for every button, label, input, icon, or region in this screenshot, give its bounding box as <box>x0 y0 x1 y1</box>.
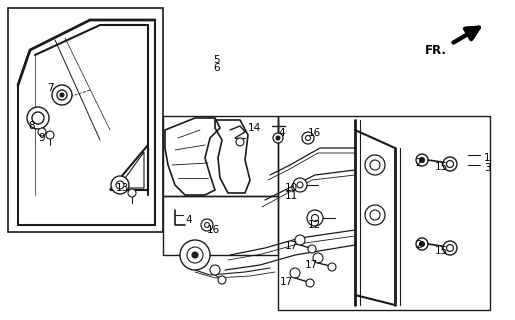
Circle shape <box>295 235 305 245</box>
Text: 9: 9 <box>38 133 45 143</box>
Circle shape <box>370 210 380 220</box>
Circle shape <box>38 128 46 136</box>
Bar <box>163 196 278 255</box>
Text: 1: 1 <box>484 153 491 163</box>
Circle shape <box>313 253 323 263</box>
Text: 15: 15 <box>435 246 448 256</box>
Circle shape <box>416 154 428 166</box>
Circle shape <box>32 112 44 124</box>
Bar <box>163 116 278 196</box>
Circle shape <box>201 219 213 231</box>
Text: 8: 8 <box>28 121 35 131</box>
Circle shape <box>236 138 244 146</box>
Text: 16: 16 <box>207 225 220 235</box>
Circle shape <box>365 205 385 225</box>
Circle shape <box>192 252 198 258</box>
Text: 14: 14 <box>248 123 261 133</box>
Text: 17: 17 <box>305 260 318 270</box>
Circle shape <box>306 279 314 287</box>
Circle shape <box>27 107 49 129</box>
Text: 2: 2 <box>415 158 422 168</box>
Circle shape <box>307 210 323 226</box>
Circle shape <box>290 268 300 278</box>
Circle shape <box>443 157 457 171</box>
Text: 16: 16 <box>308 128 321 138</box>
Circle shape <box>328 263 336 271</box>
Circle shape <box>420 242 424 246</box>
Text: FR.: FR. <box>425 44 447 57</box>
Circle shape <box>302 132 314 144</box>
Circle shape <box>308 245 316 253</box>
Text: 3: 3 <box>484 163 491 173</box>
Text: 17: 17 <box>280 277 293 287</box>
Text: 10: 10 <box>285 183 298 193</box>
Circle shape <box>204 222 210 228</box>
Circle shape <box>416 238 428 250</box>
Circle shape <box>60 93 64 97</box>
Text: 6: 6 <box>213 63 219 73</box>
Circle shape <box>273 133 283 143</box>
Text: 17: 17 <box>285 241 298 251</box>
Circle shape <box>370 160 380 170</box>
Text: 7: 7 <box>47 83 54 93</box>
Bar <box>8 8 163 232</box>
Circle shape <box>218 276 226 284</box>
Circle shape <box>116 181 124 189</box>
Text: 2: 2 <box>415 240 422 250</box>
Text: 5: 5 <box>213 55 219 65</box>
Circle shape <box>305 135 311 140</box>
Circle shape <box>420 157 424 163</box>
Circle shape <box>447 244 454 252</box>
Circle shape <box>210 265 220 275</box>
Circle shape <box>276 136 280 140</box>
Circle shape <box>128 189 136 197</box>
Text: 15: 15 <box>435 162 448 172</box>
Circle shape <box>52 85 72 105</box>
Circle shape <box>447 161 454 167</box>
Circle shape <box>312 214 318 221</box>
Circle shape <box>297 182 303 188</box>
Circle shape <box>180 240 210 270</box>
Circle shape <box>293 178 307 192</box>
Bar <box>278 116 490 310</box>
Circle shape <box>57 90 67 100</box>
Circle shape <box>365 155 385 175</box>
Text: 12: 12 <box>308 220 321 230</box>
Text: 4: 4 <box>278 128 285 138</box>
Circle shape <box>443 241 457 255</box>
Circle shape <box>187 247 203 263</box>
Text: 4: 4 <box>185 215 192 225</box>
Circle shape <box>111 176 129 194</box>
Text: 11: 11 <box>285 191 298 201</box>
Text: 13: 13 <box>116 183 129 193</box>
Circle shape <box>46 131 54 139</box>
